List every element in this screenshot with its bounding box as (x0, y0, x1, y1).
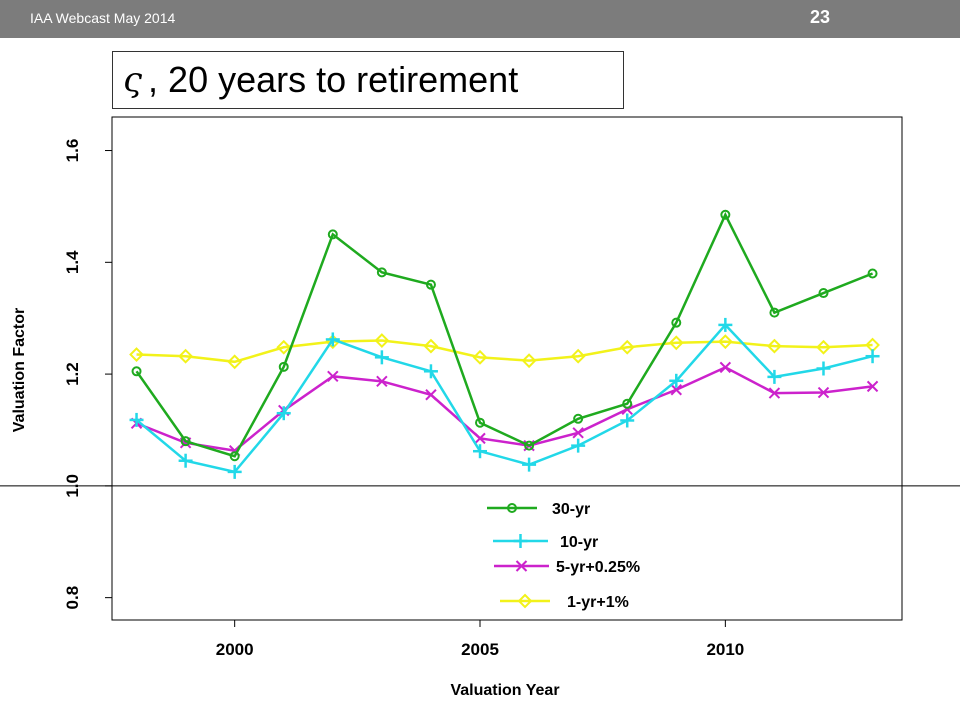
slide-title: , 20 years to retirement (148, 59, 519, 100)
legend-label: 5-yr+0.25% (556, 559, 640, 576)
data-point (718, 317, 733, 332)
legend-item-1-yr-1-: 1-yr+1% (500, 593, 629, 611)
data-point (572, 427, 584, 439)
data-point (865, 349, 880, 364)
x-tick-label: 2010 (706, 640, 744, 659)
webcast-label: IAA Webcast May 2014 (30, 10, 176, 26)
data-point (325, 332, 340, 347)
data-point (376, 267, 387, 278)
data-point (425, 389, 437, 401)
data-point (816, 361, 831, 376)
data-point (129, 412, 144, 427)
data-point (374, 350, 389, 365)
data-point (474, 432, 486, 445)
data-point (327, 370, 339, 383)
data-point (570, 348, 586, 364)
legend-marker (513, 534, 528, 548)
series-10-yr (129, 317, 880, 479)
data-point (524, 440, 535, 451)
title-symbol: ς (123, 60, 143, 100)
x-tick-label: 2000 (216, 640, 254, 659)
data-point (475, 417, 486, 428)
slide-title-box: ς , 20 years to retirement (112, 51, 624, 109)
data-point (668, 335, 684, 351)
data-point (720, 209, 731, 220)
legend-marker (507, 503, 517, 513)
data-point (767, 369, 782, 384)
data-point (717, 334, 733, 350)
slide-header-bar: IAA Webcast May 2014 23 (0, 0, 960, 38)
data-point (671, 317, 682, 328)
legend-label: 10-yr (560, 534, 598, 551)
data-point (423, 364, 438, 379)
data-point (131, 366, 142, 377)
data-point (817, 386, 830, 399)
series-line (135, 323, 873, 474)
y-tick-label: 1.4 (63, 250, 82, 274)
data-point (425, 279, 436, 290)
data-point (472, 349, 488, 365)
data-point (669, 373, 684, 388)
series-line (136, 339, 873, 364)
data-point (571, 438, 586, 453)
data-point (818, 288, 829, 299)
data-point (719, 361, 732, 374)
slide-number: 23 (810, 7, 831, 27)
data-point (769, 307, 780, 318)
data-point (622, 398, 633, 409)
data-point (276, 406, 291, 421)
data-point (816, 339, 831, 355)
legend-marker (515, 560, 528, 572)
series-line (135, 211, 874, 458)
data-point (376, 375, 388, 388)
y-tick-label: 0.8 (63, 586, 82, 610)
plot-frame (111, 116, 903, 621)
data-point (521, 353, 537, 369)
legend-item-30-yr: 30-yr (487, 501, 590, 518)
y-tick-label: 1.0 (63, 474, 82, 498)
data-point (768, 387, 781, 399)
data-point (276, 339, 292, 355)
data-point (374, 333, 390, 348)
series-5-yr-0-25- (130, 361, 879, 457)
data-point (573, 413, 584, 424)
data-point (522, 457, 537, 472)
series-1-yr-1- (129, 333, 880, 370)
y-tick-label: 1.6 (63, 139, 82, 163)
data-point (619, 339, 635, 355)
legend-marker (517, 593, 533, 609)
series-line (136, 365, 873, 452)
data-point (867, 268, 878, 279)
legend-label: 1-yr+1% (567, 594, 629, 611)
data-point (767, 338, 782, 354)
series-30-yr (131, 209, 878, 462)
data-point (620, 413, 635, 428)
legend-item-5-yr-0-25-: 5-yr+0.25% (494, 559, 640, 576)
legend-item-10-yr: 10-yr (493, 534, 598, 551)
y-tick-label: 1.2 (63, 362, 82, 386)
legend-label: 30-yr (552, 501, 590, 518)
data-point (229, 451, 240, 462)
x-tick-label: 2005 (461, 640, 499, 659)
data-point (227, 464, 242, 479)
data-point (180, 436, 191, 447)
data-point (423, 338, 439, 354)
data-point (866, 380, 879, 393)
data-point (278, 361, 289, 372)
data-point (327, 229, 338, 240)
y-axis-title: Valuation Factor (11, 308, 28, 432)
data-point (178, 453, 193, 468)
data-point (129, 347, 144, 362)
x-axis-title: Valuation Year (450, 682, 559, 699)
data-point (227, 354, 243, 370)
data-point (670, 384, 682, 396)
data-point (473, 444, 488, 459)
data-point (178, 348, 194, 364)
